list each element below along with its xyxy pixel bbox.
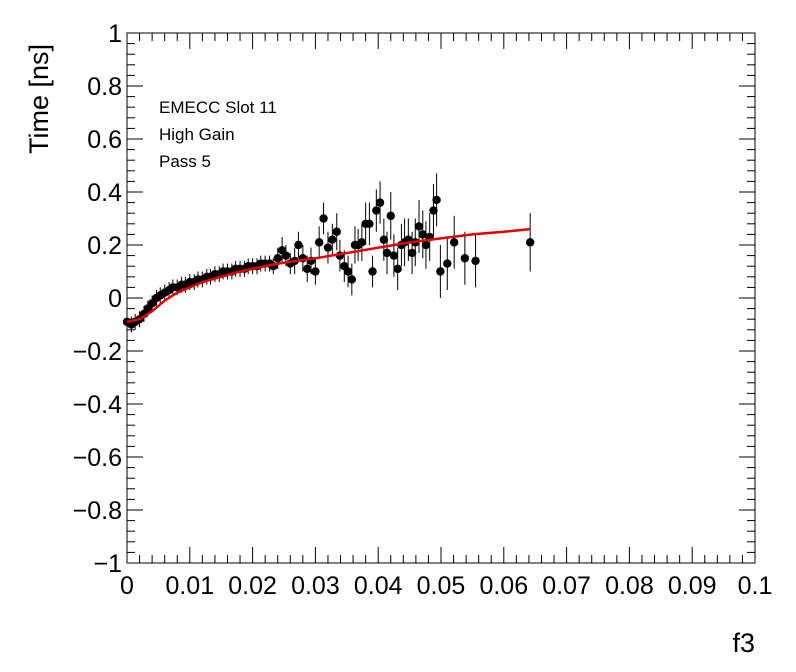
data-point [314,238,324,247]
y-tick-label: 0.2 [87,232,122,260]
data-point [418,230,427,239]
y-tick-labels: −1 −0.8 −0.6 −0.4 −0.2 0 0.2 0.4 0.6 0.8 1 [73,20,122,578]
data-point [372,206,381,215]
y-tick-label: −1 [93,550,122,578]
annotation-slot: EMECC Slot 11 [159,98,277,117]
data-points [122,195,535,329]
x-tick-label: 0.01 [165,572,214,600]
data-point [379,235,389,244]
x-tick-label: 0.03 [291,572,340,600]
data-point [281,251,291,260]
x-tick-label: 0.02 [228,572,277,600]
data-point [436,267,445,276]
data-point [365,219,374,228]
x-axis-title: f3 [732,628,755,658]
x-tick-label: 0.1 [738,572,773,600]
axis-ticks [126,32,756,564]
data-point [347,275,357,284]
x-tick-labels: 0 0.01 0.02 0.03 0.04 0.05 0.06 0.07 0.08 0.09 0.1 [120,572,772,600]
x-tick-label: 0.04 [354,572,403,600]
data-point [368,267,377,276]
y-tick-label: −0.6 [73,444,122,472]
data-point [393,264,402,274]
y-tick-label: −0.2 [73,338,122,366]
y-tick-label: 0.8 [87,73,122,101]
data-point [449,238,459,247]
data-point [386,211,395,221]
y-tick-label: −0.4 [73,391,122,419]
y-tick-label: 0 [108,285,122,313]
annotation-gain: High Gain [159,125,235,144]
data-point [319,214,328,223]
data-point [323,243,333,252]
x-tick-label: 0.05 [417,572,466,600]
data-point [375,198,385,207]
data-point [460,254,470,263]
fit-curve [126,227,531,324]
data-point [294,240,303,250]
error-bars [126,173,531,333]
fit-curve-group [126,227,531,324]
data-point [357,238,367,247]
data-point [273,254,282,263]
data-point [311,267,320,276]
y-tick-label: 0.4 [87,179,122,207]
data-point [382,248,392,258]
x-tick-label: 0.09 [668,572,717,600]
annotation-pass: Pass 5 [159,152,211,171]
x-tick-label: 0.06 [479,572,528,600]
data-point [328,235,337,244]
data-point [414,222,424,231]
data-point [303,264,312,274]
x-tick-label: 0.07 [542,572,591,600]
data-point [432,195,441,205]
y-tick-label: 1 [108,20,122,48]
data-point [343,267,353,276]
data-point [407,248,417,258]
y-tick-label: −0.8 [73,497,122,525]
data-point [525,238,535,247]
y-tick-label: 0.6 [87,126,122,154]
data-point [429,206,438,215]
y-axis-title: Time [ns] [24,44,54,154]
data-point [389,251,399,260]
data-point [443,259,452,268]
data-point [421,240,431,250]
data-point [471,256,480,266]
data-point [332,227,341,236]
x-tick-label: 0 [120,572,134,600]
x-tick-label: 0.08 [605,572,654,600]
